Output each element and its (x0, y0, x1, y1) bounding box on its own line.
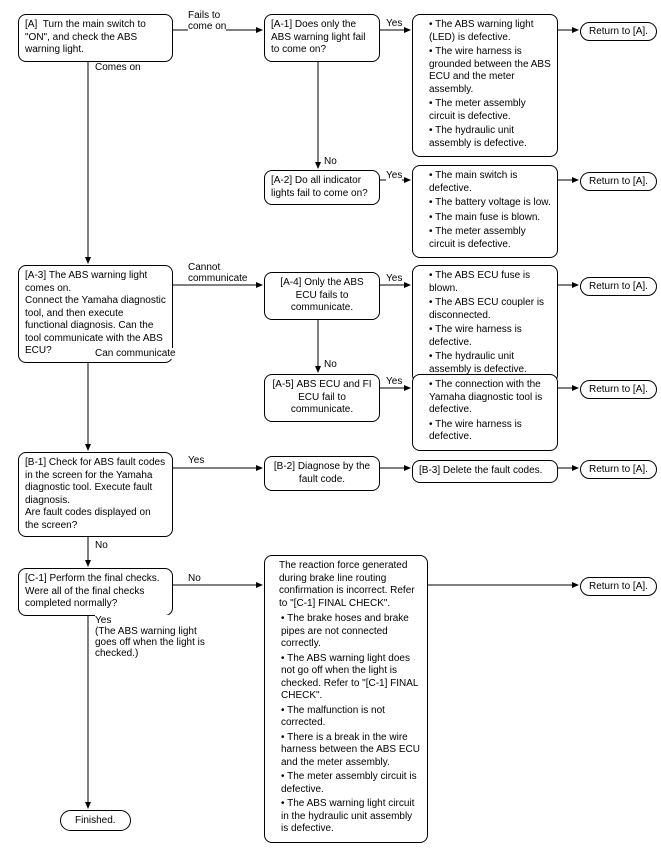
a4-cause-item: The hydraulic unit assembly is defective… (429, 351, 551, 376)
node-a2-causes: The main switch is defective. The batter… (412, 165, 558, 258)
label-a-comes: Comes on (95, 62, 141, 73)
c1-cause-item: The ABS warning light does not go off wh… (281, 653, 421, 703)
node-a1-causes: The ABS warning light (LED) is defective… (412, 14, 558, 157)
return-a4: Return to [A]. (580, 277, 657, 296)
node-a4-text: Only the ABS ECU fails to communicate. (291, 277, 364, 313)
a2-cause-item: The main switch is defective. (429, 170, 551, 195)
return-a2: Return to [A]. (580, 172, 657, 191)
a5-cause-item: The wire harness is defective. (429, 419, 551, 444)
a5-causes-list: The connection with the Yamaha diagnosti… (419, 379, 551, 444)
a2-causes-list: The main switch is defective. The batter… (419, 170, 551, 251)
return-a5: Return to [A]. (580, 380, 657, 399)
label-a2-yes: Yes (386, 170, 402, 181)
label-a-fails: Fails tocome on (188, 10, 226, 32)
c1-causes-intro: The reaction force generated during brak… (279, 560, 421, 610)
a1-cause-item: The wire harness is grounded between the… (429, 46, 551, 96)
node-a4: [A-4] Only the ABS ECU fails to communic… (264, 272, 380, 320)
label-a4-yes: Yes (386, 273, 402, 284)
a1-cause-item: The ABS warning light (LED) is defective… (429, 19, 551, 44)
a5-cause-item: The connection with the Yamaha diagnosti… (429, 379, 551, 417)
a4-cause-item: The ABS ECU fuse is blown. (429, 270, 551, 295)
node-a-tag: [A] (25, 19, 37, 30)
a4-cause-item: The ABS ECU coupler is disconnected. (429, 297, 551, 322)
label-c1-yes: Yes(The ABS warning light goes off when … (95, 615, 205, 659)
node-a5-causes: The connection with the Yamaha diagnosti… (412, 374, 558, 451)
label-a4-no: No (324, 359, 337, 370)
node-a5: [A-5] ABS ECU and FI ECU fail to communi… (264, 374, 380, 422)
node-b2-text: Diagnose by the fault code. (298, 461, 370, 485)
node-finished: Finished. (60, 810, 131, 831)
node-b2: [B-2] Diagnose by the fault code. (264, 456, 380, 491)
node-a2: [A-2] Do all indicator lights fail to co… (264, 170, 380, 205)
node-a5-tag: [A-5] (273, 379, 294, 390)
c1-causes-list: The brake hoses and brake pipes are not … (271, 613, 421, 836)
c1-cause-item: The meter assembly circuit is defective. (281, 771, 421, 796)
return-a1: Return to [A]. (580, 22, 657, 41)
label-a3-can: Can communicate (95, 348, 176, 359)
a1-cause-item: The hydraulic unit assembly is defective… (429, 125, 551, 150)
label-a5-yes: Yes (386, 376, 402, 387)
node-b1-text: Check for ABS fault codes in the screen … (25, 457, 165, 531)
label-a3-cannot: Cannotcommunicate (188, 262, 247, 284)
label-c1-no: No (188, 573, 201, 584)
node-a4-tag: [A-4] (280, 277, 301, 288)
a4-causes-list: The ABS ECU fuse is blown. The ABS ECU c… (419, 270, 551, 376)
node-b2-tag: [B-2] (274, 461, 295, 472)
a1-causes-list: The ABS warning light (LED) is defective… (419, 19, 551, 150)
node-b1: [B-1] Check for ABS fault codes in the s… (18, 452, 173, 537)
c1-cause-item: There is a break in the wire harness bet… (281, 732, 421, 770)
node-a3-text: The ABS warning light comes on.Connect t… (25, 270, 166, 356)
node-c1: [C-1] Perform the final checks. Were all… (18, 568, 173, 616)
c1-cause-item: The brake hoses and brake pipes are not … (281, 613, 421, 651)
label-b1-no: No (95, 540, 108, 551)
node-b3: [B-3] Delete the fault codes. (412, 460, 558, 483)
a2-cause-item: The meter assembly circuit is defective. (429, 226, 551, 251)
node-a4-causes: The ABS ECU fuse is blown. The ABS ECU c… (412, 265, 558, 383)
node-a1: [A-1] Does only the ABS warning light fa… (264, 14, 380, 62)
node-a5-text: ABS ECU and FI ECU fail to communicate. (291, 379, 372, 415)
c1-cause-item: The ABS warning light circuit in the hyd… (281, 798, 421, 836)
node-b3-tag: [B-3] (419, 465, 440, 476)
return-c1: Return to [A]. (580, 577, 657, 596)
node-b1-tag: [B-1] (25, 457, 46, 468)
return-b3: Return to [A]. (580, 460, 657, 479)
node-a: [A] Turn the main switch to "ON", and ch… (18, 14, 173, 62)
label-a1-yes: Yes (386, 18, 402, 29)
a1-cause-item: The meter assembly circuit is defective. (429, 98, 551, 123)
a2-cause-item: The battery voltage is low. (429, 197, 551, 210)
node-b3-text: Delete the fault codes. (443, 465, 543, 476)
c1-cause-item: The malfunction is not corrected. (281, 705, 421, 730)
a2-cause-item: The main fuse is blown. (429, 212, 551, 225)
node-a3-tag: [A-3] (25, 270, 46, 281)
node-a2-tag: [A-2] (271, 175, 292, 186)
node-a1-tag: [A-1] (271, 19, 292, 30)
label-b1-yes: Yes (188, 455, 204, 466)
label-a1-no: No (324, 156, 337, 167)
a4-cause-item: The wire harness is defective. (429, 324, 551, 349)
node-a-text: Turn the main switch to "ON", and check … (25, 19, 146, 55)
node-c1-tag: [C-1] (25, 573, 47, 584)
node-c1-causes: The reaction force generated during brak… (264, 555, 428, 843)
